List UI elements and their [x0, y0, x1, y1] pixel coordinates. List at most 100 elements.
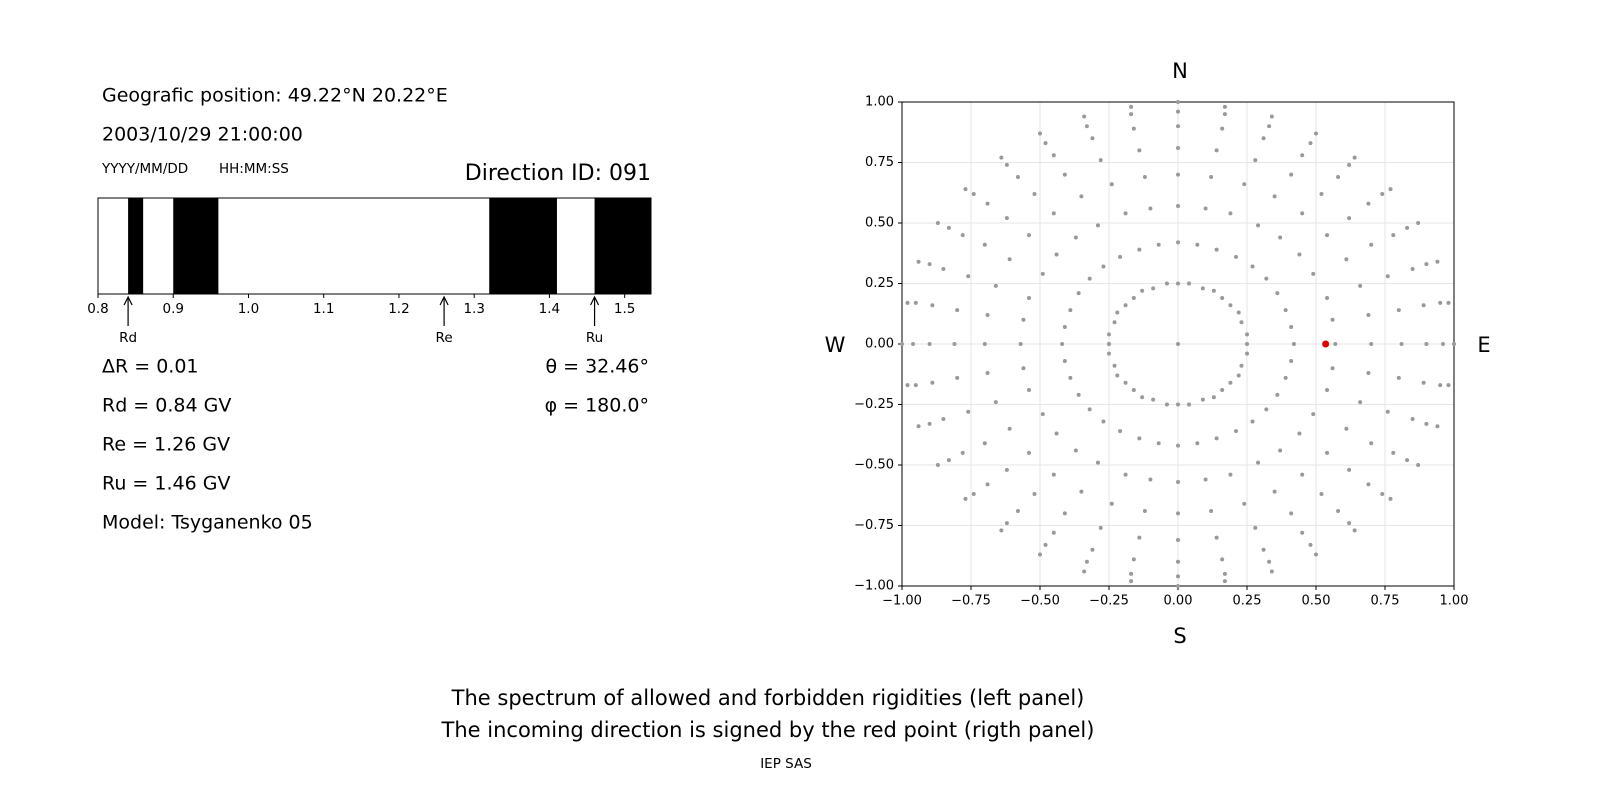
grid-point — [1275, 291, 1280, 296]
grid-point — [1228, 211, 1233, 216]
grid-point — [1095, 223, 1100, 228]
grid-point — [1358, 283, 1363, 288]
marker-label: Rd — [119, 330, 137, 346]
grid-point — [1233, 254, 1238, 259]
grid-point — [1325, 387, 1330, 392]
grid-point — [1101, 419, 1106, 424]
grid-point — [930, 303, 935, 308]
grid-point — [982, 441, 987, 446]
grid-point — [966, 409, 971, 414]
grid-point — [1311, 271, 1316, 276]
x-tick-label: 1.00 — [1440, 594, 1469, 609]
x-tick-label: 1.2 — [388, 301, 409, 317]
grid-point — [1043, 141, 1048, 146]
x-tick-label: 0.75 — [1371, 594, 1400, 609]
grid-point — [1222, 104, 1227, 109]
grid-point — [1004, 467, 1009, 472]
grid-point — [1051, 211, 1056, 216]
grid-point — [1222, 571, 1227, 576]
forbidden-band — [489, 198, 557, 294]
grid-point — [971, 191, 976, 196]
grid-point — [1416, 463, 1421, 467]
grid-point — [1424, 262, 1429, 267]
grid-point — [1446, 383, 1451, 388]
grid-point — [1004, 521, 1009, 526]
grid-point — [1308, 141, 1313, 146]
grid-point — [916, 259, 921, 264]
grid-point — [1004, 162, 1009, 167]
grid-point — [1021, 366, 1026, 371]
grid-point — [1300, 472, 1305, 477]
grid-point — [1131, 296, 1136, 301]
grid-point — [1051, 153, 1056, 158]
grid-point — [1176, 109, 1180, 114]
east-label: E — [1477, 333, 1490, 357]
x-tick-label: 1.4 — [539, 301, 560, 317]
grid-point — [963, 187, 968, 192]
grid-point — [1325, 296, 1330, 301]
grid-point — [1347, 162, 1352, 167]
parameter: ΔR = 0.01 — [102, 356, 199, 378]
direction-id: Direction ID: 091 — [465, 161, 651, 186]
datetime: 2003/10/29 21:00:00 — [102, 124, 303, 146]
grid-point — [1222, 112, 1227, 117]
grid-point — [1211, 395, 1216, 400]
grid-point — [1291, 342, 1296, 346]
grid-point — [1344, 426, 1349, 431]
grid-point — [1068, 308, 1073, 313]
grid-point — [927, 421, 932, 426]
grid-point — [1123, 380, 1128, 385]
west-label: W — [825, 333, 846, 357]
marker-arrow-head — [439, 295, 449, 306]
grid-point — [1438, 383, 1443, 388]
south-label: S — [1173, 624, 1186, 648]
grid-point — [1087, 276, 1092, 281]
direction-point — [1322, 340, 1330, 348]
grid-point — [1098, 525, 1103, 530]
parameter: φ = 180.0° — [545, 395, 649, 417]
grid-point — [1369, 242, 1374, 247]
grid-point — [1123, 211, 1128, 216]
y-tick-label: −0.75 — [854, 518, 894, 533]
grid-point — [941, 417, 946, 422]
grid-point — [1325, 450, 1330, 455]
grid-point — [1319, 191, 1324, 196]
grid-point — [1336, 175, 1341, 180]
grid-point — [1388, 187, 1393, 192]
grid-point — [1098, 158, 1103, 163]
grid-point — [985, 312, 990, 317]
grid-point — [955, 375, 960, 380]
grid-point — [1300, 153, 1305, 158]
grid-point — [1142, 508, 1147, 513]
grid-point — [1300, 211, 1305, 216]
grid-point — [1156, 242, 1161, 247]
grid-point — [1289, 172, 1294, 177]
grid-point — [1250, 264, 1255, 269]
grid-point — [982, 242, 987, 247]
grid-point — [1396, 308, 1401, 313]
x-tick-label: −0.50 — [1020, 594, 1060, 609]
north-label: N — [1172, 59, 1188, 83]
grid-point — [993, 283, 998, 288]
x-tick-label: 0.8 — [87, 301, 108, 317]
parameter: Model: Tsyganenko 05 — [102, 512, 313, 534]
grid-point — [1220, 387, 1225, 392]
grid-point — [1176, 172, 1180, 177]
grid-point — [1176, 574, 1180, 579]
x-tick-label: 0.00 — [1164, 594, 1193, 609]
grid-point — [1054, 431, 1059, 436]
grid-point — [1176, 145, 1180, 150]
grid-point — [1435, 259, 1440, 264]
grid-point — [1026, 450, 1031, 455]
grid-point — [1347, 216, 1352, 221]
y-tick-label: 1.00 — [865, 95, 894, 110]
grid-point — [1242, 182, 1247, 187]
y-tick-label: −0.25 — [854, 397, 894, 412]
grid-point — [960, 450, 965, 455]
grid-point — [1269, 114, 1274, 119]
parameter: θ = 32.46° — [545, 356, 649, 378]
grid-point — [1391, 233, 1396, 238]
grid-point — [1107, 332, 1111, 337]
grid-point — [1272, 194, 1277, 199]
grid-point — [1330, 366, 1335, 371]
